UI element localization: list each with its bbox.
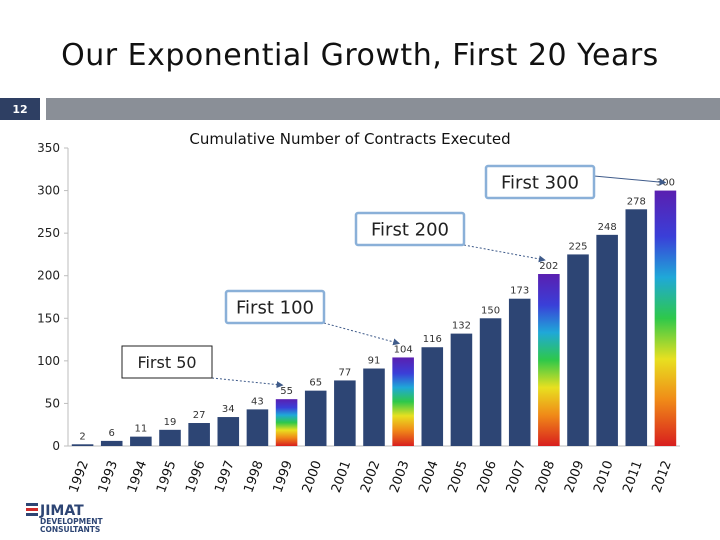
x-tick-label-2008: 2008 — [533, 459, 558, 495]
bar-1993 — [100, 440, 123, 446]
x-tick-label-2006: 2006 — [475, 459, 500, 495]
x-tick-label-2010: 2010 — [591, 459, 616, 495]
data-label-1997: 34 — [222, 404, 235, 415]
data-label-1996: 27 — [193, 410, 206, 421]
x-tick-label-2005: 2005 — [445, 459, 470, 495]
data-label-2003: 104 — [394, 344, 413, 355]
data-label-1998: 43 — [251, 396, 264, 407]
data-label-2011: 278 — [627, 196, 646, 207]
bar-2001 — [334, 380, 356, 446]
bar-2008 — [538, 274, 560, 446]
callout-box-first-100 — [224, 289, 326, 325]
data-label-2001: 77 — [338, 367, 351, 378]
y-tick-label: 350 — [37, 141, 60, 155]
y-tick-label: 250 — [37, 226, 60, 240]
y-tick-label: 300 — [37, 184, 60, 198]
x-tick-label-1995: 1995 — [154, 459, 179, 495]
bar-2007 — [508, 298, 531, 446]
company-logo: JIMAT DEVELOPMENT CONSULTANTS — [26, 503, 104, 534]
logo-line1: DEVELOPMENT — [40, 517, 104, 526]
bar-2000 — [304, 390, 327, 446]
header-bar — [46, 98, 720, 120]
callout-label-first-50: First 50 — [137, 353, 196, 372]
bar-2005 — [450, 333, 473, 446]
x-tick-label-1999: 1999 — [271, 459, 296, 495]
callout-box-first-50 — [121, 345, 213, 379]
bar-1996 — [188, 423, 210, 446]
y-tick-label: 150 — [37, 311, 60, 325]
bar-2004 — [421, 347, 444, 446]
logo-line2: CONSULTANTS — [40, 525, 100, 534]
bar-2002 — [363, 368, 385, 446]
data-label-2012: 300 — [656, 178, 675, 189]
bar-2003 — [392, 357, 414, 446]
data-label-2009: 225 — [568, 241, 587, 252]
bar-1995 — [159, 429, 181, 446]
bar-2010 — [596, 234, 618, 446]
data-label-2007: 173 — [510, 286, 529, 297]
y-tick-label: 100 — [37, 354, 60, 368]
bar-1992 — [71, 444, 94, 446]
logo-mark: JIMAT — [39, 503, 84, 519]
bar-1998 — [246, 409, 269, 446]
x-tick-label-2001: 2001 — [329, 459, 354, 495]
data-label-1992: 2 — [79, 431, 85, 442]
data-label-2006: 150 — [481, 305, 500, 316]
chart-title: Cumulative Number of Contracts Executed — [189, 130, 511, 148]
x-tick-label-1992: 1992 — [67, 459, 92, 495]
callout-label-first-300: First 300 — [501, 172, 579, 193]
data-label-2005: 132 — [452, 321, 471, 332]
bar-2011 — [625, 209, 648, 446]
x-tick-label-1993: 1993 — [96, 459, 121, 495]
y-tick-label: 0 — [52, 439, 60, 453]
callout-label-first-100: First 100 — [236, 297, 314, 318]
data-label-1999: 55 — [280, 386, 293, 397]
data-label-1994: 11 — [134, 424, 147, 435]
slide-title: Our Exponential Growth, First 20 Years — [61, 38, 659, 73]
y-tick-label: 200 — [37, 269, 60, 283]
bar-2009 — [567, 254, 589, 446]
callout-arrow-first-300 — [593, 175, 667, 186]
x-tick-label-2007: 2007 — [504, 459, 529, 495]
bar-1999 — [275, 399, 298, 446]
x-tick-label-1997: 1997 — [212, 459, 237, 495]
logo-stripes-icon — [26, 503, 38, 516]
x-tick-label-2000: 2000 — [300, 459, 325, 495]
data-label-2004: 116 — [423, 334, 442, 345]
callout-arrow-first-200 — [463, 244, 546, 263]
callout-label-first-200: First 200 — [371, 219, 449, 240]
x-tick-label-2003: 2003 — [387, 459, 412, 495]
y-tick-label: 50 — [45, 396, 60, 410]
bar-2012 — [654, 190, 677, 446]
callout-box-first-300 — [484, 164, 596, 200]
data-label-1993: 6 — [109, 428, 115, 439]
callout-box-first-200 — [354, 211, 466, 247]
data-label-1995: 19 — [164, 417, 177, 428]
x-tick-label-1996: 1996 — [183, 459, 208, 495]
slide-number: 12 — [0, 98, 40, 120]
data-label-2000: 65 — [309, 378, 322, 389]
bar-1997 — [217, 417, 240, 446]
callout-arrow-first-100 — [323, 322, 401, 346]
callout-arrow-first-50 — [211, 377, 284, 389]
x-tick-label-1998: 1998 — [241, 459, 266, 495]
x-tick-label-2012: 2012 — [649, 459, 674, 495]
data-label-2008: 202 — [539, 261, 558, 272]
x-tick-label-2004: 2004 — [416, 459, 441, 495]
bar-1994 — [130, 436, 152, 446]
data-label-2010: 248 — [598, 222, 617, 233]
x-tick-label-2002: 2002 — [358, 459, 383, 495]
x-tick-label-1994: 1994 — [125, 459, 150, 495]
x-tick-label-2011: 2011 — [620, 459, 645, 495]
bar-2006 — [479, 318, 502, 446]
data-label-2002: 91 — [368, 356, 381, 367]
x-tick-label-2009: 2009 — [562, 459, 587, 495]
